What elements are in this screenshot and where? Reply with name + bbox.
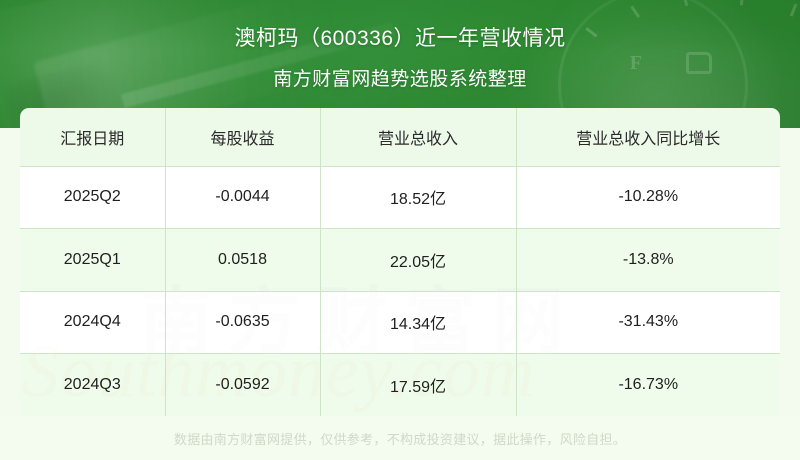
title-block: 澳柯玛（600336）近一年营收情况 南方财富网趋势选股系统整理 [0, 0, 800, 91]
table-row: 2024Q4 -0.0635 14.34亿 -31.43% [20, 291, 780, 354]
table-header: 汇报日期 每股收益 营业总收入 营业总收入同比增长 [20, 108, 780, 167]
cell-eps: -0.0592 [165, 353, 321, 416]
financials-table: 汇报日期 每股收益 营业总收入 营业总收入同比增长 2025Q2 -0.0044… [20, 108, 780, 416]
column-header-growth: 营业总收入同比增长 [516, 108, 780, 167]
cell-date: 2025Q2 [20, 166, 166, 229]
cell-revenue: 18.52亿 [320, 166, 517, 229]
gauge-letter-f-icon: F [630, 52, 642, 75]
column-header-eps: 每股收益 [165, 108, 321, 167]
table-row: 2025Q2 -0.0044 18.52亿 -10.28% [20, 166, 780, 229]
column-header-revenue: 营业总收入 [320, 108, 517, 167]
cell-growth: -13.8% [516, 228, 780, 292]
table-row: 2024Q3 -0.0592 17.59亿 -16.73% [20, 353, 780, 416]
fuel-nozzle-icon [686, 52, 712, 74]
table-header-row: 汇报日期 每股收益 营业总收入 营业总收入同比增长 [20, 108, 780, 167]
table: 汇报日期 每股收益 营业总收入 营业总收入同比增长 2025Q2 -0.0044… [20, 108, 780, 416]
cell-eps: 0.0518 [165, 228, 321, 292]
column-header-date: 汇报日期 [20, 108, 166, 167]
footer: 数据由南方财富网提供，仅供参考，不构成投资建议，据此操作，风险自担。 [0, 416, 800, 460]
cell-date: 2024Q3 [20, 353, 166, 416]
page-subtitle: 南方财富网趋势选股系统整理 [273, 69, 527, 90]
cell-growth: -31.43% [516, 291, 780, 354]
banner-overlay [0, 0, 800, 128]
cell-growth: -16.73% [516, 353, 780, 416]
table-body: 2025Q2 -0.0044 18.52亿 -10.28% 2025Q1 0.0… [20, 166, 780, 416]
page-title: 澳柯玛（600336）近一年营收情况 [234, 27, 566, 50]
cell-eps: -0.0044 [165, 166, 321, 229]
cell-date: 2025Q1 [20, 228, 166, 292]
table-row: 2025Q1 0.0518 22.05亿 -13.8% [20, 228, 780, 292]
cell-revenue: 17.59亿 [320, 353, 517, 416]
cell-eps: -0.0635 [165, 291, 321, 354]
cell-growth: -10.28% [516, 166, 780, 229]
cell-revenue: 14.34亿 [320, 291, 517, 354]
header-banner: F [0, 0, 800, 128]
cell-revenue: 22.05亿 [320, 228, 517, 292]
cell-date: 2024Q4 [20, 291, 166, 354]
footer-disclaimer: 数据由南方财富网提供，仅供参考，不构成投资建议，据此操作，风险自担。 [173, 431, 627, 447]
